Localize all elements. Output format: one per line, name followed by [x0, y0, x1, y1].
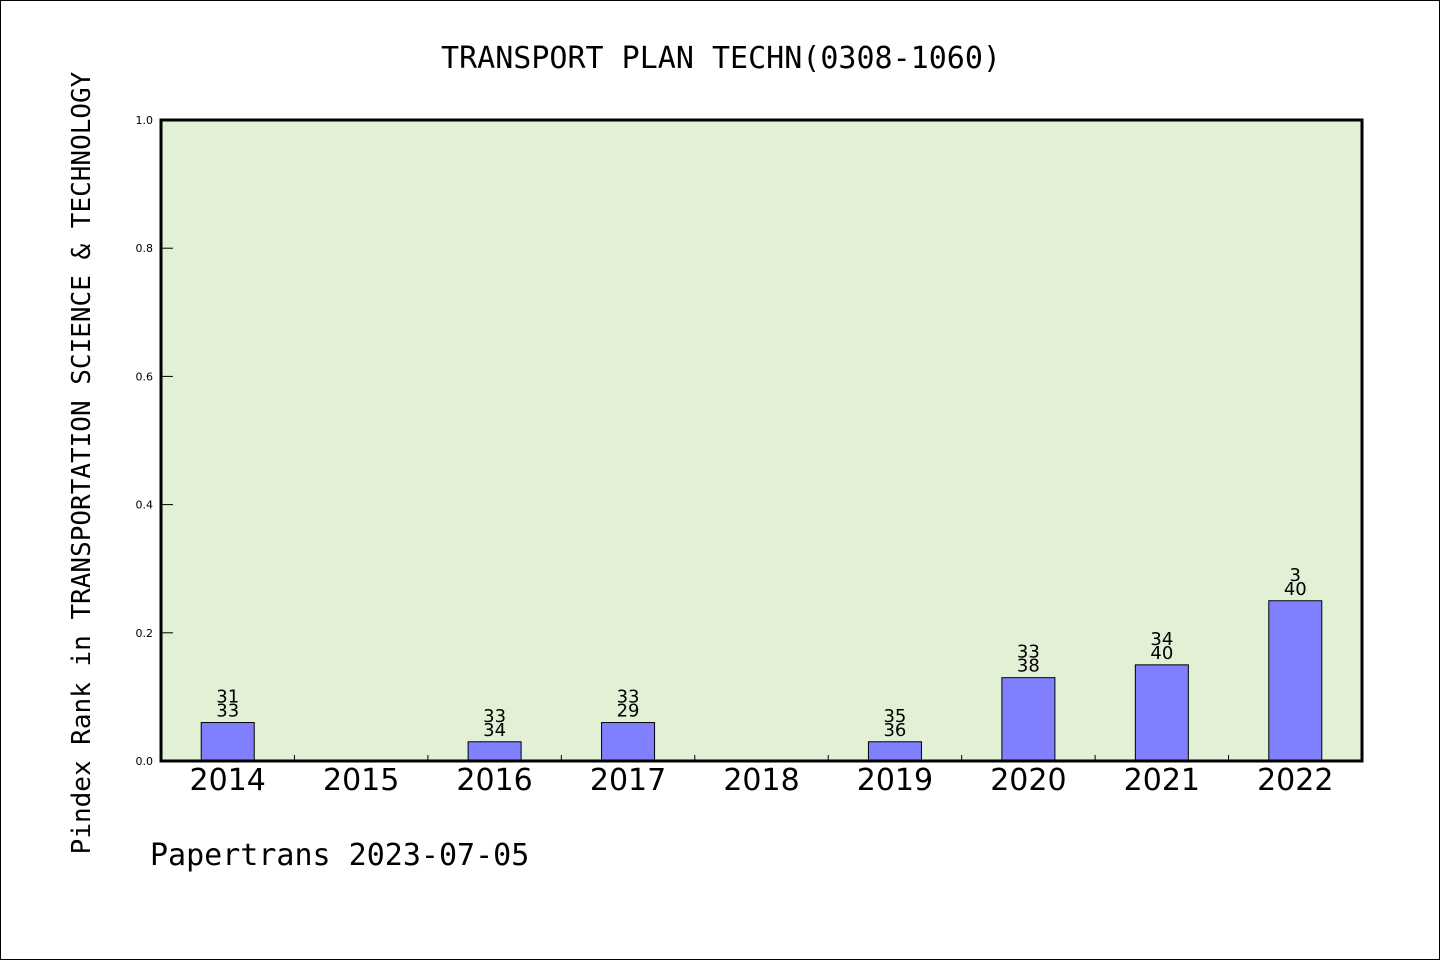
bar-data-label: 34	[1150, 629, 1173, 650]
y-tick-label: 0.0	[136, 755, 154, 768]
x-tick-label: 2022	[1257, 763, 1333, 798]
x-tick-label: 2014	[190, 763, 266, 798]
bar-data-label: 38	[1017, 656, 1040, 677]
bar-data-label: 35	[883, 706, 906, 727]
bar	[867, 741, 922, 762]
bar-data-label: 33	[1017, 642, 1040, 663]
bars-layer	[200, 600, 1323, 762]
bar	[1134, 664, 1189, 762]
bar-data-label: 29	[617, 701, 640, 722]
x-axis: 2014 2015 2016 2017 2018 2019 2020 2021 2022	[190, 755, 1333, 798]
bar-data-label: 40	[1284, 579, 1307, 600]
bar-data-label: 31	[216, 687, 239, 708]
y-tick-label: 0.4	[136, 499, 154, 512]
x-tick-label: 2019	[857, 763, 933, 798]
bar-data-label: 33	[617, 687, 640, 708]
bar	[601, 722, 656, 762]
y-axis: 0.0 0.2 0.4 0.6 0.8 1.0	[136, 114, 173, 768]
bar-data-label: 3	[1290, 565, 1301, 586]
x-tick-label: 2017	[590, 763, 666, 798]
x-tick-label: 2020	[990, 763, 1066, 798]
bar	[1268, 600, 1323, 762]
chart-title: TRANSPORT PLAN TECHN(0308-1060)	[441, 41, 1001, 76]
plot-area	[161, 120, 1362, 761]
footer-credit: Papertrans 2023-07-05	[150, 838, 529, 873]
y-tick-label: 0.6	[136, 370, 154, 383]
y-tick-label: 0.8	[136, 242, 154, 255]
y-axis-label: Pindex Rank in TRANSPORTATION SCIENCE & …	[67, 71, 97, 854]
bar	[1001, 677, 1056, 762]
x-tick-label: 2021	[1124, 763, 1200, 798]
bar-data-label: 33	[216, 701, 239, 722]
y-tick-label: 1.0	[136, 114, 154, 127]
bar-data-label: 33	[483, 706, 506, 727]
bar-data-label: 36	[883, 720, 906, 741]
bar-data-label: 40	[1150, 643, 1173, 664]
x-tick-label: 2016	[456, 763, 532, 798]
plot-border	[159, 118, 1364, 763]
bar	[467, 741, 522, 762]
x-tick-label: 2015	[323, 763, 399, 798]
bar	[200, 722, 255, 762]
x-tick-label: 2018	[723, 763, 799, 798]
y-tick-label: 0.2	[136, 627, 154, 640]
bar-data-label: 34	[483, 720, 506, 741]
